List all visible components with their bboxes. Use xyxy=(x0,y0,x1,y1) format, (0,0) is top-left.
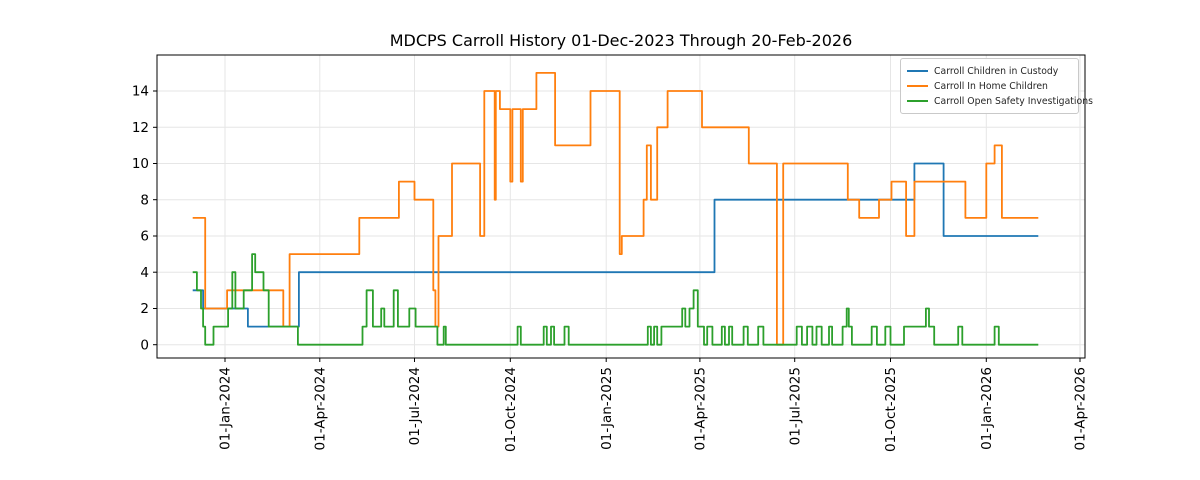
x-tick-label: 01-Oct-2024 xyxy=(503,367,519,452)
y-tick-label: 8 xyxy=(140,192,149,208)
x-tick-label: 01-Apr-2026 xyxy=(1073,367,1089,450)
y-tick-label: 0 xyxy=(140,337,149,353)
x-tick-label: 01-Apr-2025 xyxy=(693,367,709,450)
legend-item: Carroll Open Safety Investigations xyxy=(907,94,1093,108)
x-tick-label: 01-Jan-2024 xyxy=(218,367,234,450)
legend-line-swatch xyxy=(907,85,928,87)
x-tick-label: 01-Jan-2025 xyxy=(599,367,615,450)
legend-label: Carroll In Home Children xyxy=(934,80,1048,92)
y-tick-label: 4 xyxy=(140,265,149,281)
y-tick-label: 6 xyxy=(140,229,149,245)
legend-label: Carroll Children in Custody xyxy=(934,65,1059,77)
axes-frame xyxy=(156,54,1086,359)
y-tick-label: 10 xyxy=(132,156,149,172)
x-tick-label: 01-Oct-2025 xyxy=(883,367,899,452)
legend-label: Carroll Open Safety Investigations xyxy=(934,95,1093,107)
legend-item: Carroll Children in Custody xyxy=(907,64,1072,78)
series-line-2 xyxy=(192,253,1039,346)
x-tick-label: 01-Jul-2024 xyxy=(407,367,423,445)
y-tick-label: 2 xyxy=(140,301,149,317)
series-lines xyxy=(192,72,1039,346)
x-tick-label: 01-Apr-2024 xyxy=(313,367,329,450)
x-tick-label: 01-Jul-2025 xyxy=(787,367,803,445)
series-line-1 xyxy=(192,72,1039,346)
axis-ticks xyxy=(153,90,1081,362)
legend-line-swatch xyxy=(907,70,928,72)
x-tick-label: 01-Jan-2026 xyxy=(979,367,995,450)
axis-tick-labels: 0 2 4 6 8 10 12 14 01-Jan-2024 01-Apr-2024 01-Jul-… xyxy=(132,84,1089,452)
y-tick-label: 12 xyxy=(132,120,149,136)
legend-item: Carroll In Home Children xyxy=(907,79,1072,93)
legend-line-swatch xyxy=(907,100,928,102)
chart-title: MDCPS Carroll History 01-Dec-2023 Throug… xyxy=(389,31,853,50)
legend: Carroll Children in Custody Carroll In Ho… xyxy=(900,58,1093,114)
y-tick-label: 14 xyxy=(132,84,149,100)
